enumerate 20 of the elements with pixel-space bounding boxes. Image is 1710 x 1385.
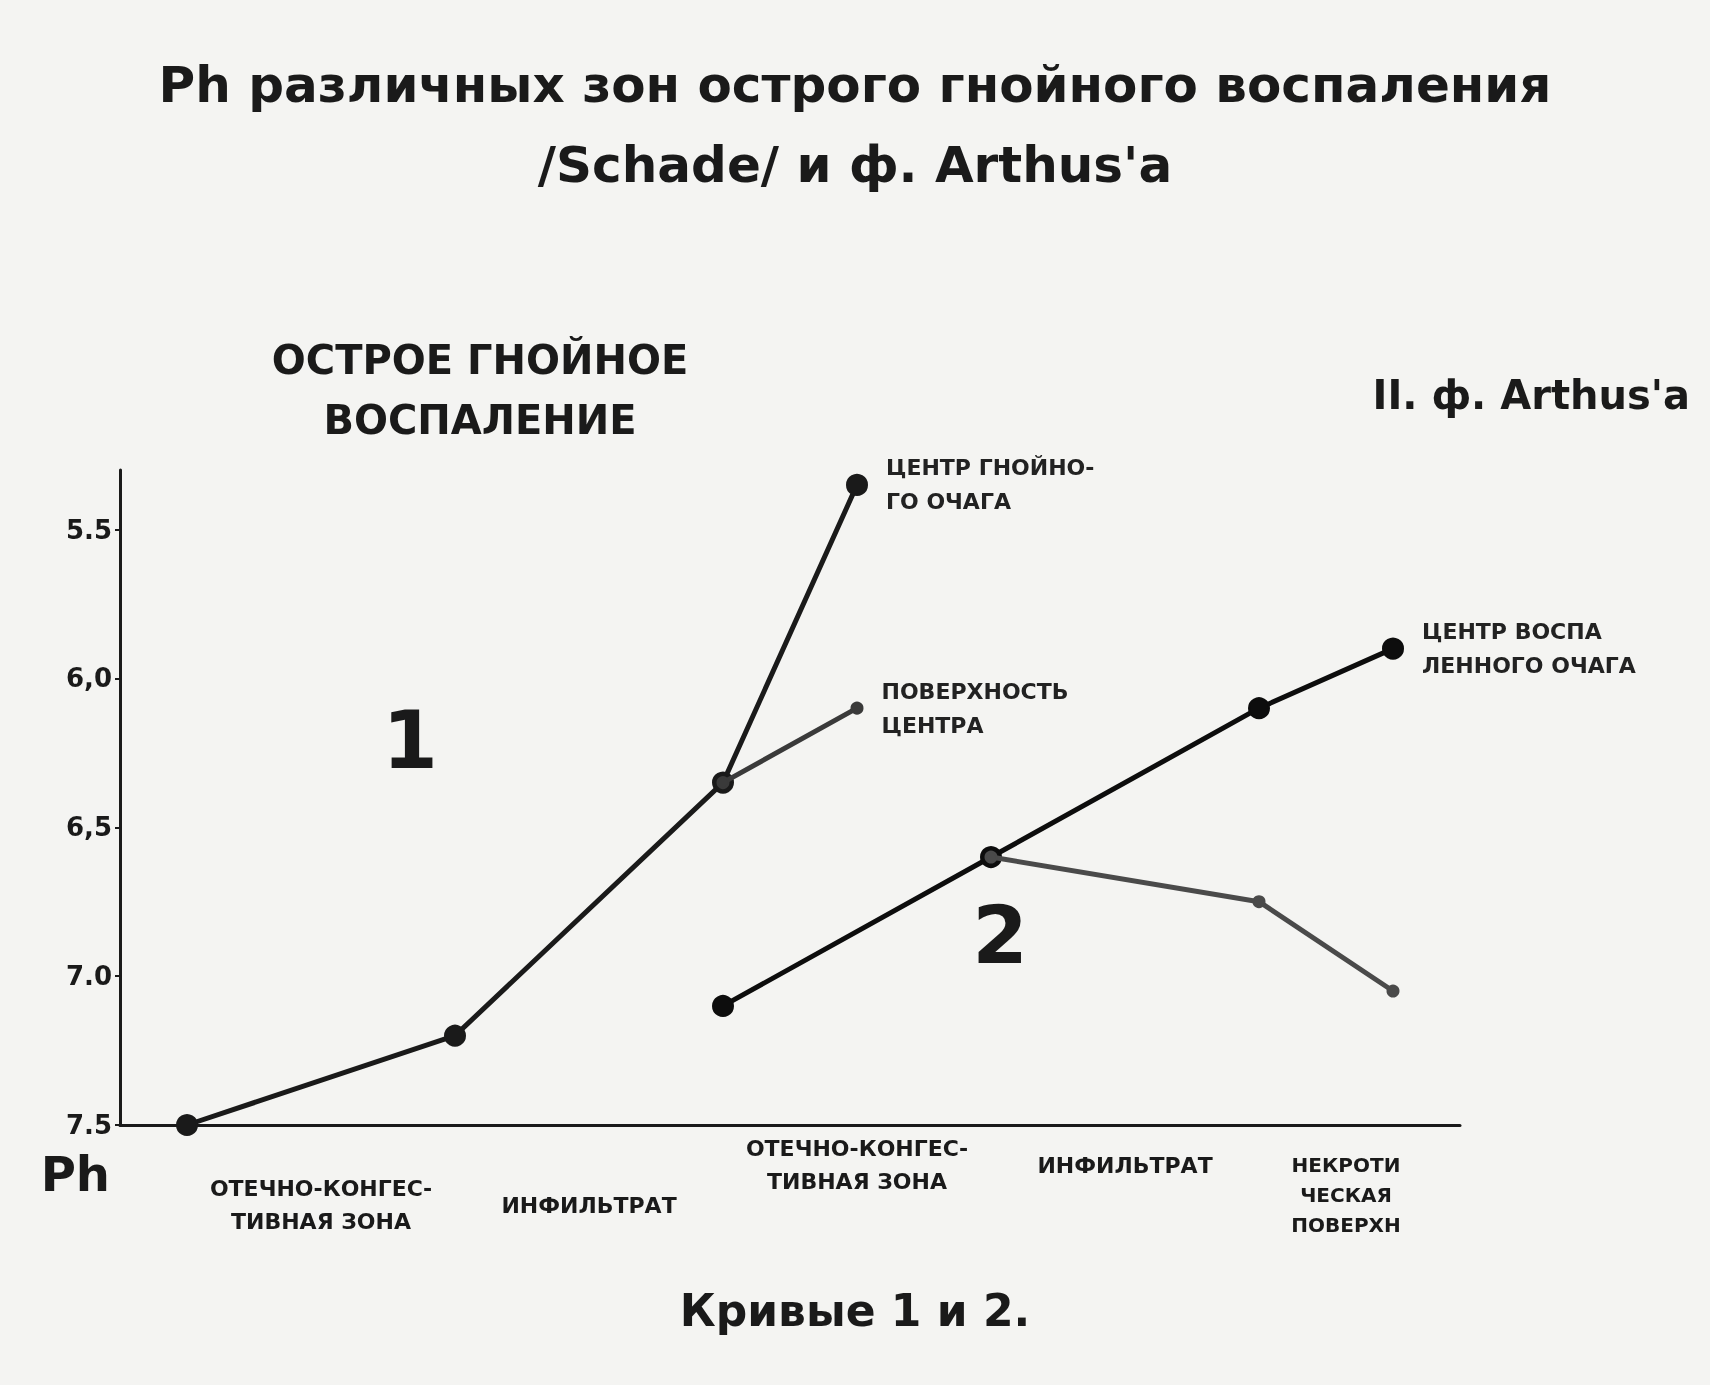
text: НЕКРОТИ ЧЕСКАЯ ПОВЕРХН xyxy=(1291,1153,1401,1237)
text: ИНФИЛЬТРАТ xyxy=(501,1192,677,1218)
text: ОТЕЧНО-КОНГЕС- ТИВНАЯ ЗОНА xyxy=(209,1176,433,1234)
y-tick-label: 5.5 xyxy=(65,514,112,545)
annotation: 1 xyxy=(382,693,438,787)
series-label: ПОВЕРХНОСТЬ ЦЕНТРА xyxy=(881,678,1069,738)
y-tick-label: 6,5 xyxy=(65,812,112,843)
text: ОСТРОЕ ГНОЙНОЕ ВОСПАЛЕНИЕ xyxy=(271,336,689,443)
text: ИНФИЛЬТРАТ xyxy=(1037,1152,1213,1178)
chart-title: Ph различных зон острого гнойного воспаления /Schade/ и ф. Arthus'a xyxy=(158,56,1552,194)
series-label: ЦЕНТР ГНОЙНО- ГО ОЧАГА xyxy=(886,455,1095,515)
text: ОТЕЧНО-КОНГЕС- ТИВНАЯ ЗОНА xyxy=(745,1136,969,1194)
y-axis-title: Ph xyxy=(40,1146,110,1202)
annotation: 2 xyxy=(972,888,1028,982)
y-tick-label: 7.5 xyxy=(65,1110,112,1140)
text: II. ф. Arthus'a xyxy=(1372,372,1690,418)
text: Кривые 1 и 2. xyxy=(679,1284,1031,1336)
y-tick-label: 6,0 xyxy=(65,663,112,694)
series-label: ЦЕНТР ВОСПА ЛЕННОГО ОЧАГА xyxy=(1422,619,1636,679)
y-tick-label: 7.0 xyxy=(65,961,112,992)
